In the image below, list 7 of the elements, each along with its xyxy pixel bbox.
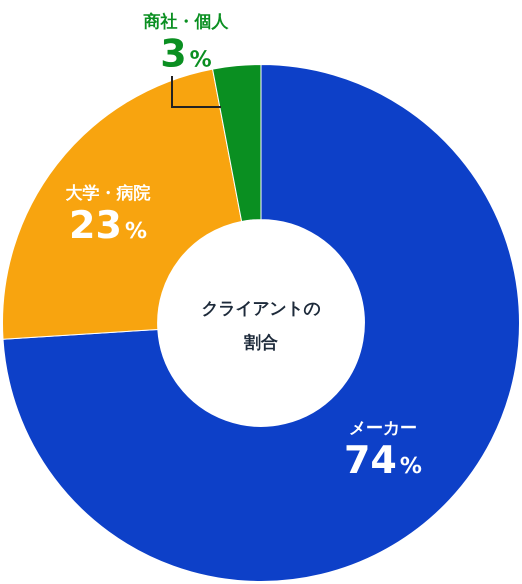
data-label: 23% [69,203,147,248]
text: クライアントの割合 [200,298,322,355]
data-label: 74% [344,438,422,482]
slice-label: 大学・病院 [66,184,151,204]
slice-label: メーカー [348,418,417,438]
slice-label: 商社・個人 [142,12,230,32]
data-label: 3% [160,32,212,76]
